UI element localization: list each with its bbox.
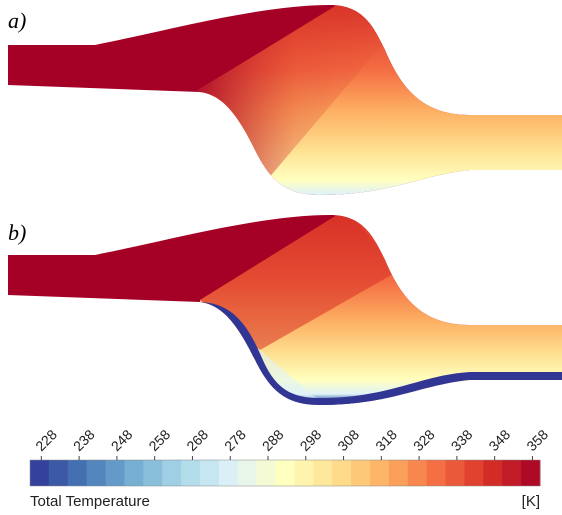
colorbar-segment [313, 460, 333, 486]
colorbar-segment [124, 460, 144, 486]
colorbar-segment [48, 460, 69, 486]
colorbar-segment [351, 460, 371, 486]
colorbar-segment [200, 460, 220, 486]
colorbar-segment [464, 460, 484, 486]
tick-label: 238 [70, 426, 98, 454]
tick-label: 268 [183, 426, 211, 454]
tick-label: 228 [32, 426, 60, 454]
colorbar-segment [218, 460, 239, 486]
colorbar-segment [181, 460, 201, 486]
colorbar-segment [445, 460, 465, 486]
flow-field-b [8, 215, 562, 405]
colorbar-segment [143, 460, 163, 486]
tick-label: 298 [297, 426, 325, 454]
flow-field-a [8, 5, 562, 195]
colorbar-segment [275, 460, 295, 486]
colorbar-segment [502, 460, 522, 486]
colorbar-segment [483, 460, 503, 486]
tick-label: 278 [221, 426, 249, 454]
colorbar-segment [162, 460, 182, 486]
colorbar-segment [256, 460, 277, 486]
colorbar-segment [521, 460, 541, 486]
tick-label: 288 [259, 426, 287, 454]
tick-label: 258 [145, 426, 173, 454]
colorbar-segment [426, 460, 447, 486]
tick-label: 248 [108, 426, 136, 454]
colorbar-label: Total Temperature [30, 493, 150, 510]
panel-label: a) [8, 8, 26, 33]
tick-label: 358 [523, 426, 551, 454]
colorbar-segment [105, 460, 125, 486]
colorbar-unit: [K] [522, 493, 540, 510]
colorbar-segment [294, 460, 314, 486]
tick-label: 348 [485, 426, 513, 454]
tick-label: 338 [448, 426, 476, 454]
colorbar-segment [370, 460, 390, 486]
tick-label: 318 [372, 426, 400, 454]
colorbar-segment [388, 460, 409, 486]
panel-label: b) [8, 220, 26, 245]
colorbar-segment [67, 460, 88, 486]
colorbar-segment [86, 460, 107, 486]
colorbar-segment [332, 460, 352, 486]
colorbar-segment [407, 460, 428, 486]
tick-label: 308 [334, 426, 362, 454]
colorbar: 228 238 248 258 268 278 288 298 308 318 328 338 348 3… [29, 426, 551, 487]
tick-label: 328 [410, 426, 438, 454]
colorbar-segment [30, 460, 50, 486]
colorbar-segment [237, 460, 258, 486]
colorbar-frame [29, 459, 541, 487]
